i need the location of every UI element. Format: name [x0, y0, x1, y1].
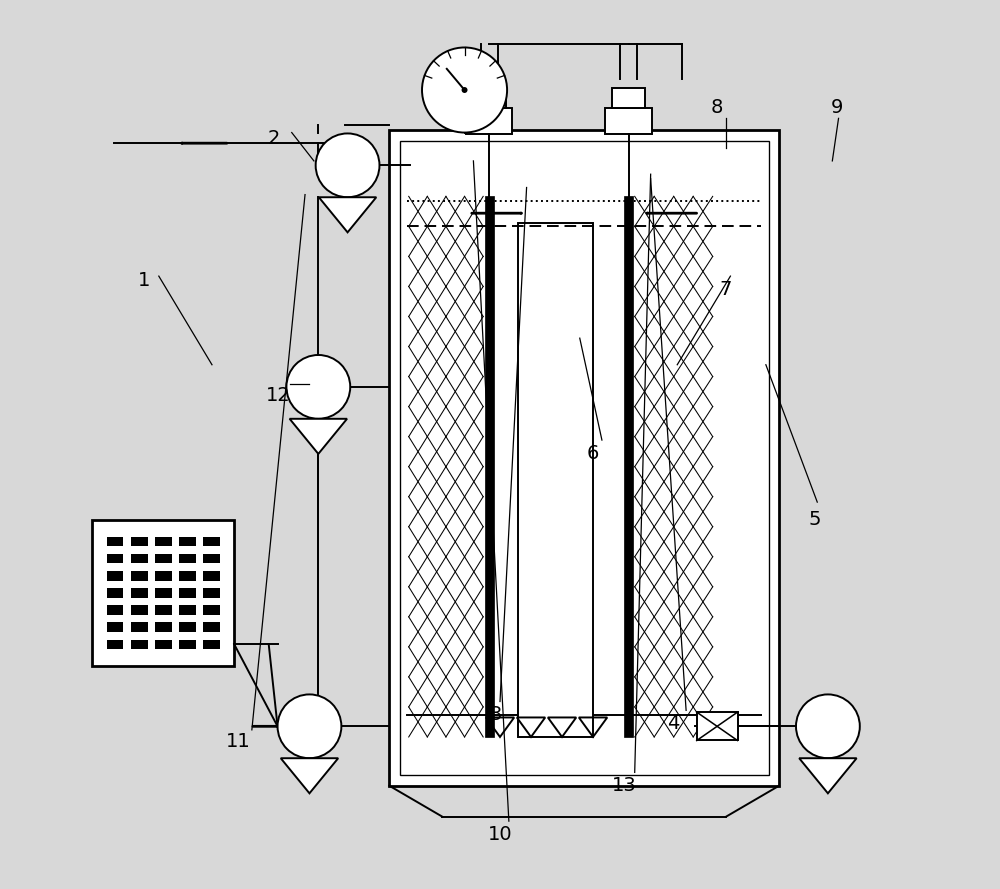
Text: 7: 7	[720, 280, 732, 299]
Bar	[179, 537, 196, 547]
Bar	[605, 108, 652, 134]
Bar	[107, 605, 123, 614]
Text: 12: 12	[266, 386, 291, 405]
Bar	[466, 108, 512, 134]
Bar	[155, 605, 172, 614]
Bar	[155, 622, 172, 632]
Bar	[131, 639, 148, 649]
Bar	[131, 605, 148, 614]
Bar	[107, 639, 123, 649]
Bar	[179, 622, 196, 632]
Bar	[155, 639, 172, 649]
Circle shape	[422, 47, 507, 132]
Bar	[131, 589, 148, 597]
Text: 1: 1	[138, 271, 150, 290]
Text: 11: 11	[226, 732, 251, 751]
Bar	[203, 554, 220, 564]
Text: 13: 13	[612, 776, 636, 795]
Bar	[179, 554, 196, 564]
Text: 8: 8	[711, 99, 723, 117]
Text: 3: 3	[489, 705, 502, 725]
Bar	[473, 88, 506, 108]
Bar	[107, 622, 123, 632]
Bar	[624, 196, 633, 737]
Polygon shape	[281, 758, 338, 793]
Bar	[518, 223, 593, 737]
Bar	[485, 196, 494, 737]
Bar	[179, 589, 196, 597]
Bar	[203, 639, 220, 649]
Bar	[107, 589, 123, 597]
Bar	[155, 571, 172, 581]
Text: 9: 9	[831, 99, 843, 117]
Bar	[179, 605, 196, 614]
Circle shape	[278, 694, 341, 758]
Bar	[203, 537, 220, 547]
Bar	[131, 537, 148, 547]
Bar	[131, 554, 148, 564]
Bar	[203, 605, 220, 614]
Bar	[612, 88, 645, 108]
Bar	[179, 571, 196, 581]
Bar	[155, 554, 172, 564]
Bar	[203, 589, 220, 597]
Bar	[92, 520, 234, 666]
Text: 6: 6	[587, 444, 599, 463]
Circle shape	[796, 694, 860, 758]
Text: 10: 10	[488, 825, 512, 844]
Bar	[203, 571, 220, 581]
Bar	[203, 622, 220, 632]
Bar	[389, 130, 779, 786]
Bar	[697, 712, 738, 741]
Bar	[179, 639, 196, 649]
Circle shape	[462, 87, 468, 93]
Bar	[131, 571, 148, 581]
Bar	[107, 554, 123, 564]
Bar	[107, 537, 123, 547]
Circle shape	[286, 355, 350, 419]
Bar	[131, 622, 148, 632]
Polygon shape	[319, 197, 376, 232]
Text: 5: 5	[808, 510, 821, 529]
Bar	[155, 537, 172, 547]
Bar	[624, 196, 713, 737]
Text: 2: 2	[268, 129, 280, 148]
Circle shape	[316, 133, 379, 197]
Bar	[107, 571, 123, 581]
Bar	[155, 589, 172, 597]
Text: 4: 4	[667, 714, 679, 733]
Bar	[409, 196, 494, 737]
Bar	[400, 140, 769, 775]
Polygon shape	[799, 758, 857, 793]
Polygon shape	[290, 419, 347, 454]
